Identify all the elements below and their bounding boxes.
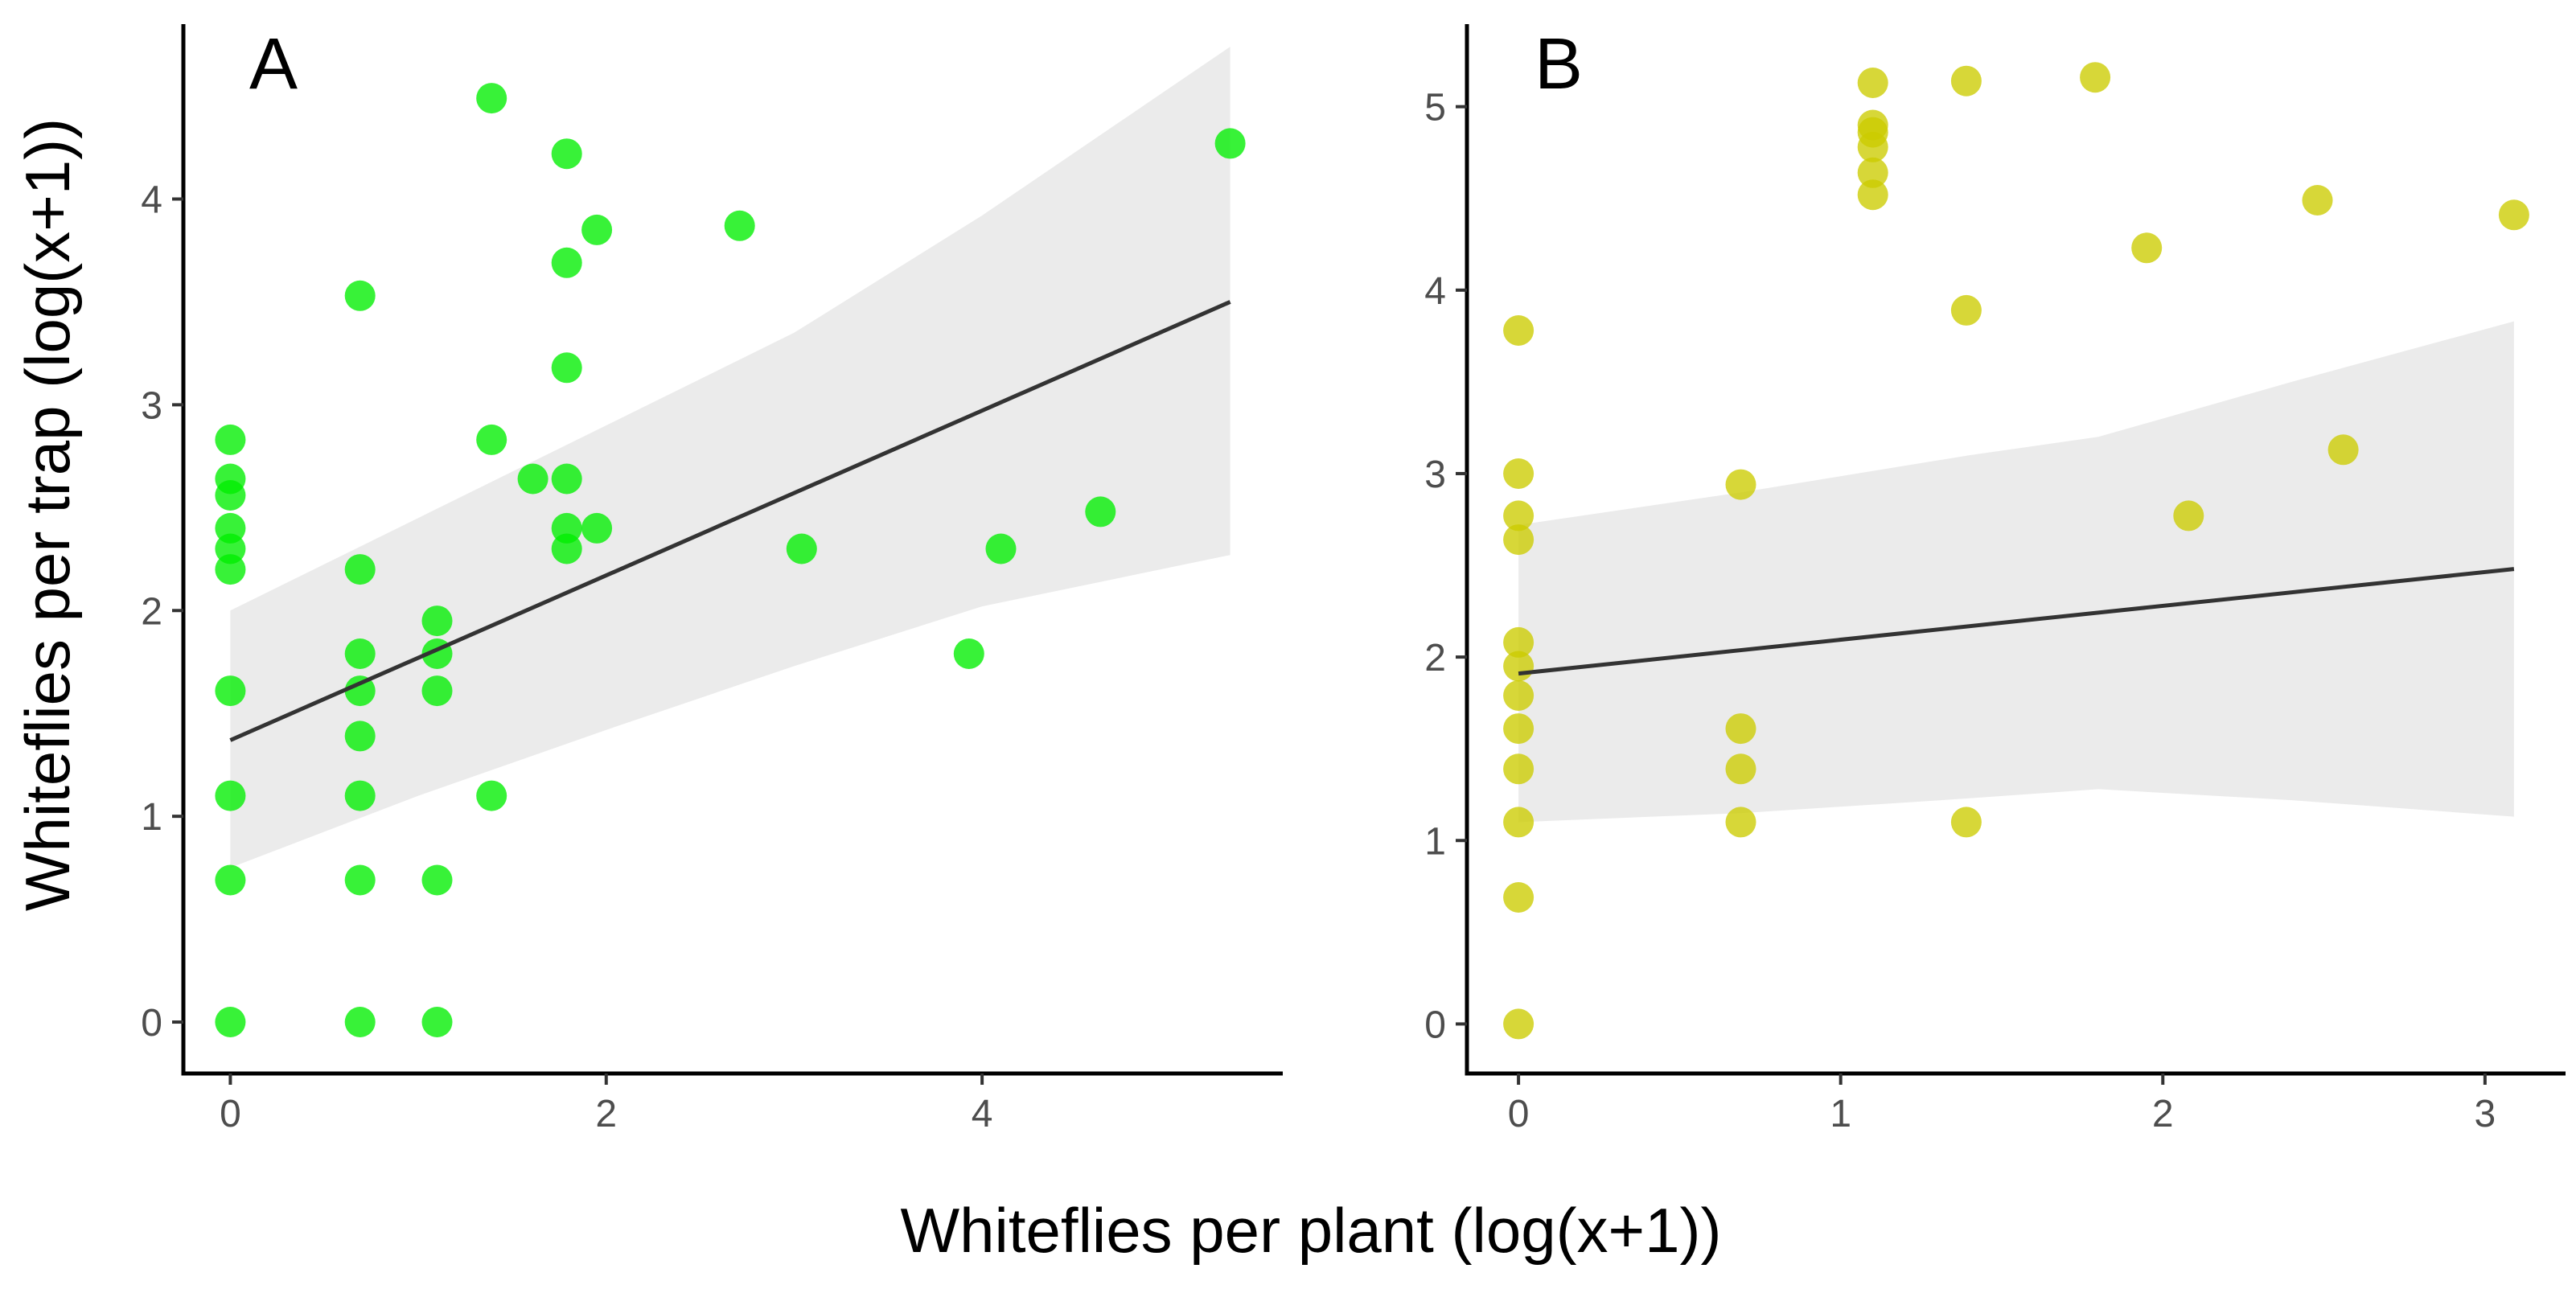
x-tick-label: 3: [2475, 1093, 2496, 1135]
data-point: [1950, 65, 1982, 96]
y-tick-label: 4: [141, 179, 162, 222]
data-point: [421, 606, 453, 637]
data-point: [344, 720, 376, 752]
y-tick-label: 0: [141, 1002, 162, 1045]
y-tick-label: 3: [141, 384, 162, 427]
data-point: [1725, 753, 1756, 785]
data-point: [1503, 807, 1535, 838]
data-point: [1950, 294, 1982, 326]
confidence-band: [230, 47, 1230, 868]
data-point: [1503, 680, 1535, 711]
data-point: [2327, 434, 2359, 466]
data-point: [551, 138, 582, 170]
y-tick-label: 2: [141, 590, 162, 633]
data-point: [215, 864, 246, 896]
y-tick-label: 3: [1424, 454, 1446, 496]
data-point: [215, 424, 246, 455]
data-point: [1725, 807, 1756, 838]
data-point: [1857, 109, 1888, 141]
data-point: [344, 638, 376, 669]
x-tick-label: 0: [1508, 1093, 1530, 1135]
x-axis-title: Whiteflies per plant (log(x+1)): [901, 1195, 1722, 1266]
data-point: [1503, 626, 1535, 658]
data-point: [2173, 500, 2204, 532]
data-point: [551, 352, 582, 384]
y-tick-label: 2: [1424, 637, 1446, 679]
data-point: [581, 512, 613, 544]
data-point: [344, 780, 376, 811]
panel-b: 0 1 2 3 4 5 0 1 2 3 B: [1424, 24, 2566, 1135]
x-tick-label: 2: [2152, 1093, 2174, 1135]
data-point: [215, 1007, 246, 1037]
data-point: [476, 780, 507, 811]
x-tick-label: 0: [220, 1093, 241, 1135]
regression-line: [1518, 567, 2515, 676]
data-point: [1085, 496, 1116, 528]
data-point: [581, 214, 613, 245]
panel-label: A: [249, 24, 298, 105]
panel-a: 0 1 2 3 4 0 2 4 A: [141, 24, 1283, 1135]
confidence-band: [1518, 321, 2514, 823]
x-tick-label: 4: [972, 1093, 993, 1135]
data-point: [1214, 128, 1246, 159]
data-point: [215, 780, 246, 811]
data-point: [476, 424, 507, 455]
data-point: [421, 1007, 453, 1037]
data-point: [2131, 232, 2163, 264]
data-point: [1503, 1008, 1535, 1040]
data-point: [551, 247, 582, 278]
data-point: [344, 280, 376, 311]
data-point: [344, 554, 376, 585]
y-tick-label: 1: [1424, 820, 1446, 863]
data-point: [421, 864, 453, 896]
panel-label: B: [1535, 24, 1583, 105]
data-point: [1503, 713, 1535, 745]
data-point: [2498, 199, 2529, 231]
data-point: [215, 512, 246, 544]
data-point: [1503, 315, 1535, 346]
regression-line: [229, 300, 1231, 742]
data-point: [215, 463, 246, 495]
y-tick-label: 0: [1424, 1004, 1446, 1046]
data-point: [344, 675, 376, 707]
data-point: [344, 1007, 376, 1037]
data-point: [2080, 62, 2111, 93]
data-point: [985, 533, 1017, 564]
y-tick-label: 5: [1424, 87, 1446, 129]
data-point: [1503, 458, 1535, 489]
data-point: [1725, 713, 1756, 745]
x-tick-label: 1: [1830, 1093, 1851, 1135]
data-point: [517, 463, 548, 495]
data-point: [215, 675, 246, 707]
data-point: [1857, 157, 1888, 188]
data-point: [344, 864, 376, 896]
data-point: [1503, 882, 1535, 913]
data-point: [421, 675, 453, 707]
data-point: [1950, 807, 1982, 838]
y-tick-label: 4: [1424, 270, 1446, 313]
data-point: [1503, 753, 1535, 785]
data-point: [1725, 469, 1756, 500]
x-tick-label: 2: [595, 1093, 617, 1135]
data-point: [476, 83, 507, 114]
data-point: [1503, 500, 1535, 532]
data-point: [551, 512, 582, 544]
data-point: [1857, 179, 1888, 211]
data-point: [786, 533, 817, 564]
data-point: [2302, 185, 2333, 216]
data-point: [1857, 68, 1888, 98]
y-tick-label: 1: [141, 796, 162, 839]
y-axis-title: Whiteflies per trap (log(x+1)): [12, 118, 83, 911]
data-point: [724, 210, 755, 241]
data-point: [551, 463, 582, 495]
data-point: [1503, 524, 1535, 556]
data-point: [953, 638, 984, 669]
